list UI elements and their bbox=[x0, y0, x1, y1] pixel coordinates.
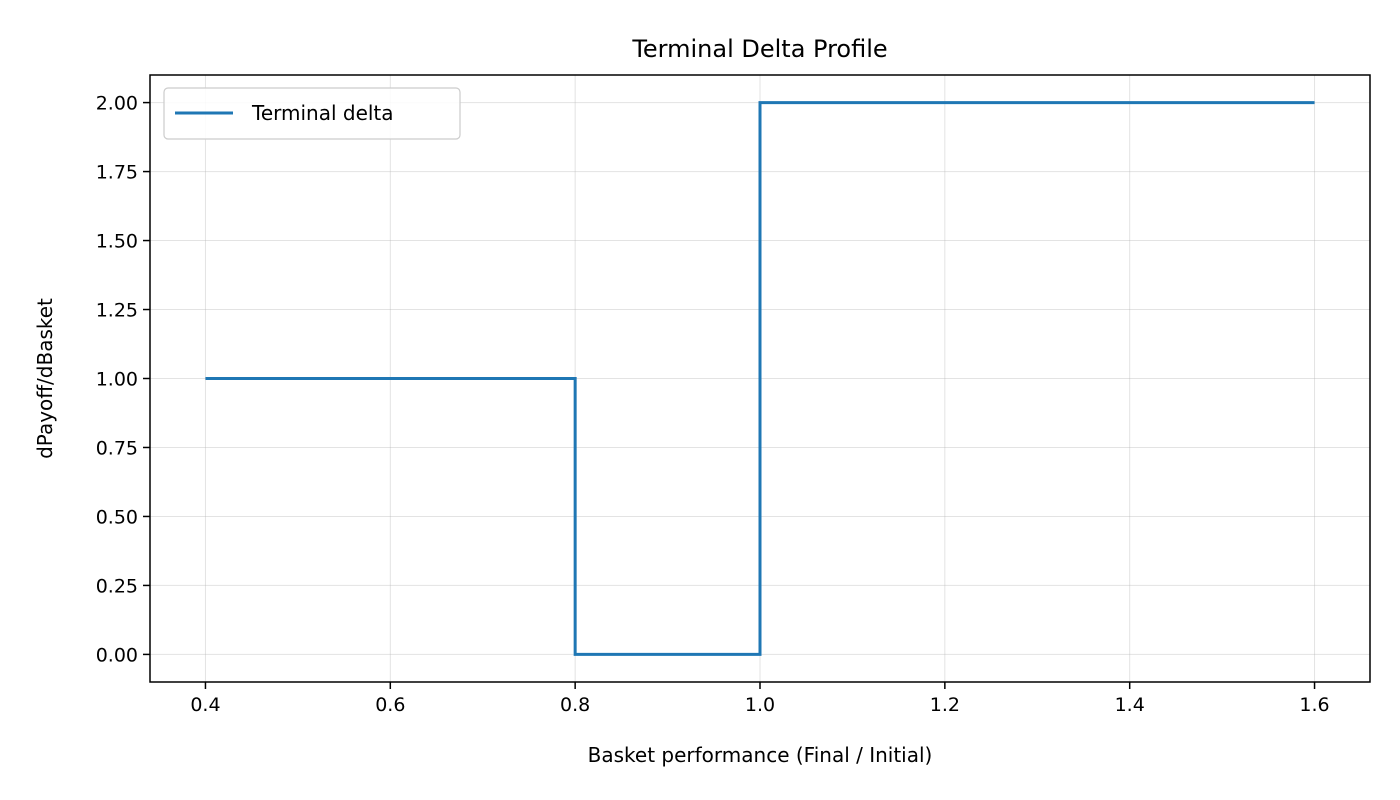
x-tick-label: 1.0 bbox=[745, 694, 775, 716]
x-tick-label: 0.4 bbox=[190, 694, 220, 716]
series-layer bbox=[205, 101, 1315, 656]
x-tick-label: 1.6 bbox=[1299, 694, 1329, 716]
y-axis: 0.00 0.25 0.50 0.75 1.00 1.25 1.50 1.75 2.00 bbox=[96, 93, 150, 666]
y-axis-label: dPayoff/dBasket bbox=[33, 298, 57, 459]
y-tick-label: 1.00 bbox=[96, 369, 138, 391]
legend-box bbox=[163, 87, 461, 140]
y-tick-label: 0.50 bbox=[96, 506, 138, 528]
legend-label: Terminal delta bbox=[251, 101, 394, 125]
legend: Terminal delta bbox=[163, 87, 461, 140]
y-tick-label: 2.00 bbox=[96, 93, 138, 115]
y-tick-label: 1.75 bbox=[96, 162, 138, 184]
y-tick-label: 0.75 bbox=[96, 437, 138, 459]
x-tick-label: 1.4 bbox=[1115, 694, 1145, 716]
x-tick-label: 0.6 bbox=[375, 694, 405, 716]
series-line-terminal-delta bbox=[205, 101, 1315, 656]
x-tick-label: 0.8 bbox=[560, 694, 590, 716]
chart-title: Terminal Delta Profile bbox=[631, 35, 887, 63]
x-axis-label: Basket performance (Final / Initial) bbox=[588, 743, 933, 767]
x-axis: 0.4 0.6 0.8 1.0 1.2 1.4 1.6 bbox=[190, 682, 1330, 716]
y-tick-label: 0.25 bbox=[96, 575, 138, 597]
x-tick-label: 1.2 bbox=[930, 694, 960, 716]
y-tick-label: 0.00 bbox=[96, 644, 138, 666]
y-tick-label: 1.25 bbox=[96, 300, 138, 322]
y-tick-label: 1.50 bbox=[96, 231, 138, 253]
